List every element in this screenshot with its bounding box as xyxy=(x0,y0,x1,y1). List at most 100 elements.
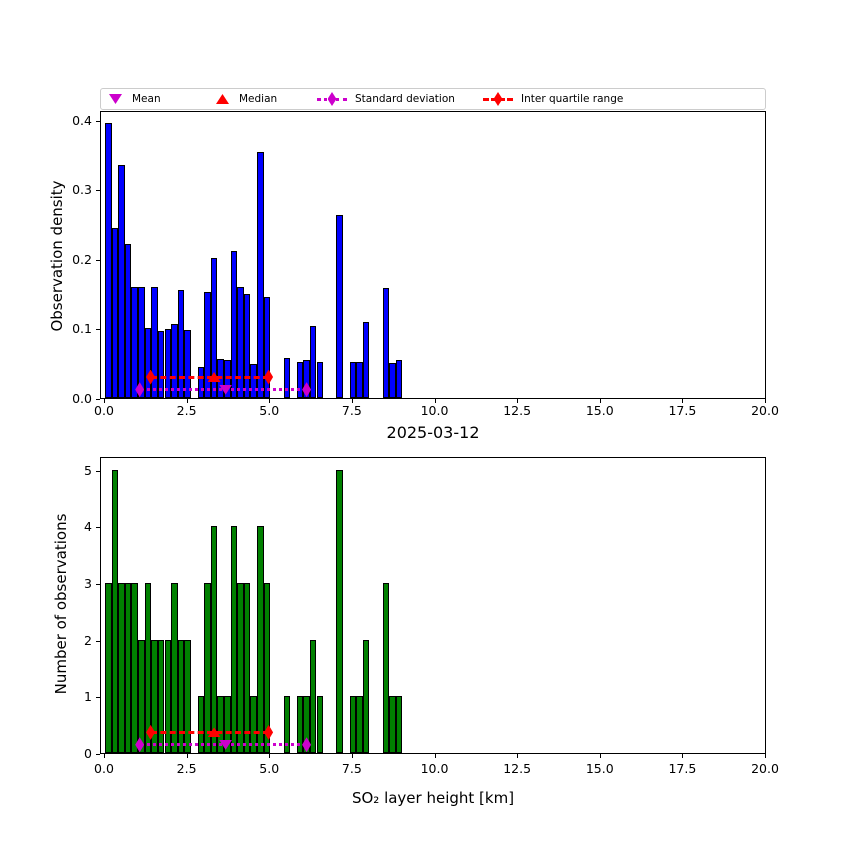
legend-item-standard-deviation: Standard deviation xyxy=(317,89,455,109)
density-bar xyxy=(389,363,396,398)
count-bar xyxy=(382,583,390,753)
density-bar xyxy=(250,363,257,398)
x-tick xyxy=(104,754,105,758)
std-dev-diamond-icon xyxy=(302,382,312,398)
density-bar xyxy=(151,286,158,398)
x-tick-label: 17.5 xyxy=(668,761,697,776)
x-tick xyxy=(269,399,271,403)
count-bar xyxy=(171,583,178,753)
x-tick-label: 2.5 xyxy=(176,761,197,776)
legend: Mean Median Standard deviation Inter quarti… xyxy=(100,88,766,110)
count-bar xyxy=(197,696,205,753)
x-tick xyxy=(351,754,353,758)
x-tick-label: 2.5 xyxy=(176,403,197,418)
x-tick xyxy=(434,754,436,758)
x-tick-label: 12.5 xyxy=(503,403,532,418)
legend-item-mean: Mean xyxy=(108,89,161,109)
count-bar xyxy=(118,583,125,753)
mean-marker-icon xyxy=(219,739,233,750)
density-bar xyxy=(336,215,343,398)
y-tick xyxy=(96,470,100,472)
legend-label: Inter quartile range xyxy=(521,93,624,105)
x-tick-label: 7.5 xyxy=(341,403,362,418)
x-tick-label: 20.0 xyxy=(751,403,779,418)
y-tick-label: 5 xyxy=(84,462,92,478)
count-bar xyxy=(138,639,145,753)
y-tick-label: 0.4 xyxy=(72,112,92,128)
density-plot-area xyxy=(100,111,766,399)
iqr-line xyxy=(150,730,269,734)
density-bar xyxy=(316,361,324,398)
density-bar xyxy=(177,289,185,398)
legend-label: Median xyxy=(239,93,278,105)
diamond-icon xyxy=(493,92,503,106)
count-bar xyxy=(124,583,132,753)
count-bar xyxy=(144,583,152,753)
triangle-up-icon xyxy=(215,92,231,106)
count-bar xyxy=(362,639,370,753)
iqr-diamond-icon xyxy=(146,724,156,740)
x-tick xyxy=(186,399,188,403)
count-bar xyxy=(105,583,112,753)
x-tick-label: 0.0 xyxy=(94,761,114,776)
count-bar xyxy=(263,583,271,753)
x-tick xyxy=(599,399,601,403)
count-bar xyxy=(230,526,238,753)
count-bar xyxy=(131,583,138,753)
count-bar xyxy=(336,469,343,753)
count-bar xyxy=(224,696,231,753)
count-bar xyxy=(349,696,357,753)
legend-label: Standard deviation xyxy=(355,93,455,105)
count-bar xyxy=(237,583,244,753)
x-tick xyxy=(599,754,601,758)
x-tick xyxy=(517,754,519,758)
count-bar xyxy=(283,696,291,753)
y-tick xyxy=(96,399,100,400)
count-plot-area xyxy=(100,457,766,754)
std-dev-diamond-icon xyxy=(302,737,312,753)
density-bar xyxy=(118,165,125,398)
x-tick-label: 5.0 xyxy=(259,761,280,776)
count-bar xyxy=(389,696,396,753)
count-bar xyxy=(309,639,317,753)
median-marker-icon xyxy=(207,372,221,383)
diamond-icon xyxy=(327,92,337,106)
count-bar xyxy=(157,639,165,753)
density-bar xyxy=(111,227,119,398)
y-tick-label: 0.3 xyxy=(72,182,92,198)
x-tick xyxy=(765,754,766,758)
legend-item-inter-quartile-range: Inter quartile range xyxy=(483,89,623,109)
density-bar xyxy=(224,360,231,398)
x-tick-label: 7.5 xyxy=(341,761,362,776)
triangle-down-icon xyxy=(109,94,122,104)
diamond-icon xyxy=(483,92,513,106)
density-bar xyxy=(296,361,304,398)
count-bar xyxy=(243,583,251,753)
x-tick-label: 10.0 xyxy=(420,403,449,418)
y-tick-label: 1 xyxy=(84,689,92,705)
iqr-diamond-icon xyxy=(146,369,156,385)
x-tick xyxy=(351,399,353,403)
iqr-diamond-icon xyxy=(264,724,274,740)
x-tick xyxy=(765,399,766,403)
count-bar xyxy=(356,696,363,753)
y-tick-label: 0.2 xyxy=(72,251,92,267)
bottom-x-axis-label: SO₂ layer height [km] xyxy=(351,789,515,807)
y-tick-label: 4 xyxy=(84,519,92,535)
density-bar xyxy=(349,361,357,398)
x-tick-label: 17.5 xyxy=(668,403,697,418)
iqr-diamond-icon xyxy=(264,369,274,385)
x-tick-label: 15.0 xyxy=(585,761,614,776)
count-bar xyxy=(210,526,218,753)
legend-item-median: Median xyxy=(215,89,277,109)
std-dev-diamond-icon xyxy=(135,382,145,398)
x-tick xyxy=(682,399,684,403)
density-bar xyxy=(303,359,310,398)
y-tick xyxy=(96,190,100,192)
density-bar xyxy=(197,366,205,398)
x-tick-label: 20.0 xyxy=(751,761,779,776)
density-bar xyxy=(395,360,403,398)
density-bar xyxy=(131,286,138,398)
density-bar xyxy=(184,329,191,398)
